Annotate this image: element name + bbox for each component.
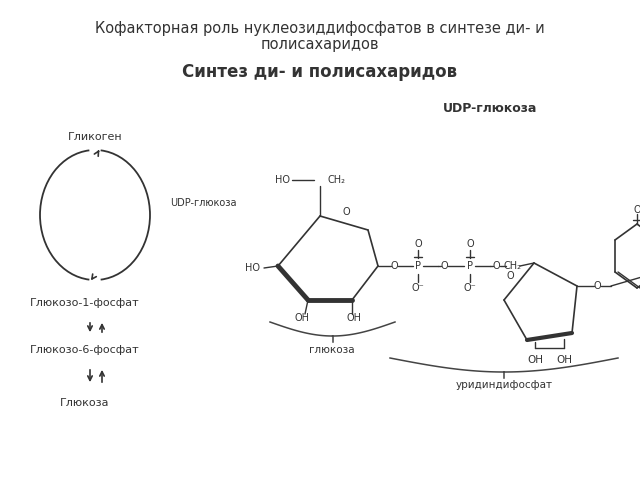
Text: O: O bbox=[390, 261, 398, 271]
Text: P: P bbox=[415, 261, 421, 271]
Text: Кофакторная роль нуклеозиддифосфатов в синтезе ди- и: Кофакторная роль нуклеозиддифосфатов в с… bbox=[95, 21, 545, 36]
Text: полисахаридов: полисахаридов bbox=[260, 36, 380, 51]
Text: OH: OH bbox=[556, 355, 572, 365]
Text: Гликоген: Гликоген bbox=[68, 132, 122, 142]
Text: O: O bbox=[440, 261, 448, 271]
Text: OH: OH bbox=[346, 313, 362, 323]
Text: Синтез ди- и полисахаридов: Синтез ди- и полисахаридов bbox=[182, 63, 458, 81]
Text: P: P bbox=[467, 261, 473, 271]
Text: Глюкозо-1-фосфат: Глюкозо-1-фосфат bbox=[30, 298, 140, 308]
Text: Глюкозо-6-фосфат: Глюкозо-6-фосфат bbox=[30, 345, 140, 355]
Text: CH₂: CH₂ bbox=[503, 261, 521, 271]
Text: глюкоза: глюкоза bbox=[309, 345, 355, 355]
Text: OH: OH bbox=[294, 313, 310, 323]
Text: O: O bbox=[414, 239, 422, 249]
Text: Глюкоза: Глюкоза bbox=[60, 398, 109, 408]
Text: O: O bbox=[593, 281, 601, 291]
Text: OH: OH bbox=[527, 355, 543, 365]
Text: HO: HO bbox=[275, 175, 290, 185]
Text: уридиндифосфат: уридиндифосфат bbox=[456, 380, 552, 390]
Text: O⁻: O⁻ bbox=[412, 283, 424, 293]
Text: CH₂: CH₂ bbox=[328, 175, 346, 185]
Text: O: O bbox=[492, 261, 500, 271]
Text: HO: HO bbox=[245, 263, 260, 273]
Text: O: O bbox=[633, 205, 640, 215]
Text: UDP-глюкоза: UDP-глюкоза bbox=[443, 101, 537, 115]
Text: O: O bbox=[466, 239, 474, 249]
Text: O: O bbox=[506, 271, 514, 281]
Text: UDP-глюкоза: UDP-глюкоза bbox=[170, 198, 237, 208]
Text: O⁻: O⁻ bbox=[463, 283, 476, 293]
Text: O: O bbox=[342, 207, 350, 217]
